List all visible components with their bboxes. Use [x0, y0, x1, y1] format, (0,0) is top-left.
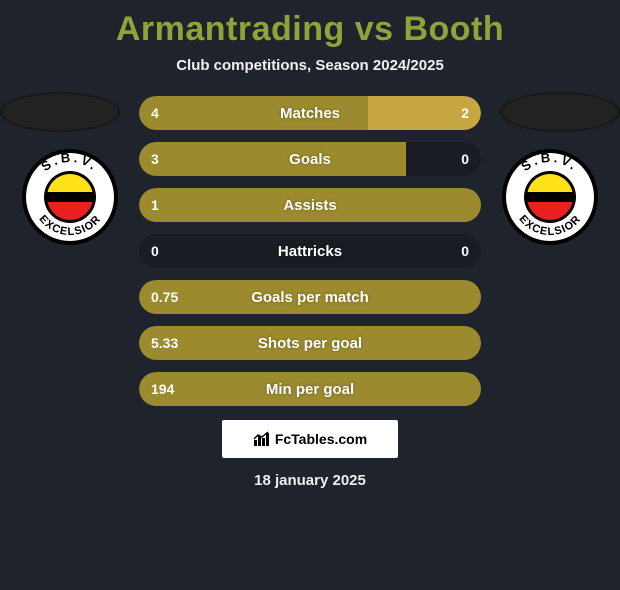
stat-row: Hattricks0 0 — [139, 234, 481, 268]
stat-value-left: 5.33 — [151, 326, 178, 360]
branding-box: FcTables.com — [222, 420, 398, 458]
stat-row: Min per goal194 — [139, 372, 481, 406]
stat-row: Matches4 2 — [139, 96, 481, 130]
stat-value-left: 4 — [151, 96, 159, 130]
stat-value-left: 194 — [151, 372, 174, 406]
stat-label: Hattricks — [139, 234, 481, 268]
stat-value-right: 0 — [461, 142, 469, 176]
stat-label: Goals per match — [139, 280, 481, 314]
stat-label: Min per goal — [139, 372, 481, 406]
player-photo-right — [500, 92, 620, 132]
chart-icon — [253, 430, 271, 448]
stat-row: Assists1 — [139, 188, 481, 222]
stat-value-right: 0 — [461, 234, 469, 268]
page-subtitle: Club competitions, Season 2024/2025 — [0, 57, 620, 74]
stat-value-left: 0.75 — [151, 280, 178, 314]
stat-value-right: 2 — [461, 96, 469, 130]
stat-value-left: 3 — [151, 142, 159, 176]
player-photo-left — [0, 92, 120, 132]
club-badge-left: S.B.V.EXCELSIOR — [20, 147, 120, 247]
stat-label: Assists — [139, 188, 481, 222]
stat-label: Matches — [139, 96, 481, 130]
stat-value-left: 1 — [151, 188, 159, 222]
stat-row: Goals per match0.75 — [139, 280, 481, 314]
stat-label: Goals — [139, 142, 481, 176]
page-title: Armantrading vs Booth — [0, 10, 620, 49]
comparison-panel: S.B.V.EXCELSIOR S.B.V.EXCELSIOR Matches4… — [0, 92, 620, 406]
club-badge-right: S.B.V.EXCELSIOR — [500, 147, 600, 247]
stat-row: Goals3 0 — [139, 142, 481, 176]
stat-bars: Matches42Goals30Assists1Hattricks00Goals… — [139, 92, 481, 406]
footer-date: 18 january 2025 — [0, 472, 620, 489]
stat-value-left: 0 — [151, 234, 159, 268]
stat-label: Shots per goal — [139, 326, 481, 360]
stat-row: Shots per goal5.33 — [139, 326, 481, 360]
branding-text: FcTables.com — [275, 431, 367, 447]
